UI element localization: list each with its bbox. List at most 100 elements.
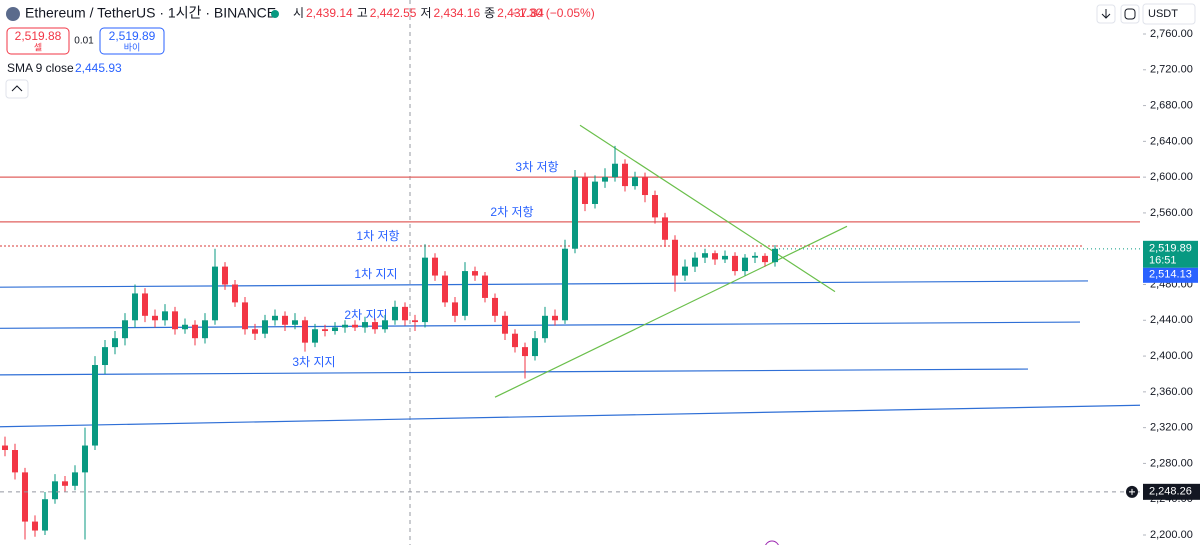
y-tick-label: 2,280.00 xyxy=(1150,457,1193,469)
candle-body xyxy=(302,320,308,343)
candle-body xyxy=(512,333,518,348)
y-tick-label: 2,760.00 xyxy=(1150,28,1193,40)
candle-body xyxy=(522,347,528,357)
candle-body xyxy=(582,177,588,204)
candle-body xyxy=(372,322,378,330)
candle-body xyxy=(162,311,168,321)
drawing-line xyxy=(0,280,1089,288)
buy-price[interactable]: 2,519.89 xyxy=(109,29,156,43)
candle-body xyxy=(492,297,498,316)
candle-body xyxy=(322,329,328,332)
buy-button[interactable] xyxy=(99,27,165,55)
candle-body xyxy=(432,257,438,276)
buy-label[interactable]: 바이 xyxy=(124,42,141,52)
indicator-name: SMA 9 close xyxy=(7,61,74,75)
average-price-label: 2,514.13 xyxy=(1149,269,1192,281)
candle-body xyxy=(222,266,228,285)
candle-body xyxy=(632,177,638,187)
candle-body xyxy=(142,293,148,316)
candle-body xyxy=(462,271,468,316)
collapse-button[interactable] xyxy=(5,79,29,99)
y-tick-label: 2,440.00 xyxy=(1150,314,1193,326)
crosshair-label: 2,248.26 xyxy=(1149,486,1192,498)
candle-body xyxy=(122,320,128,339)
y-tick-label: 2,600.00 xyxy=(1150,171,1193,183)
event-marker[interactable] xyxy=(765,540,779,545)
sell-price[interactable]: 2,519.88 xyxy=(15,29,62,43)
refresh-button[interactable] xyxy=(1120,4,1140,24)
sell-label[interactable]: 셀 xyxy=(34,42,42,52)
axis-group: 2,200.002,240.002,280.002,320.002,360.00… xyxy=(1126,28,1200,541)
candle-body xyxy=(592,181,598,204)
annotation: 2차 지지 xyxy=(344,308,387,322)
y-tick-label: 2,400.00 xyxy=(1150,350,1193,362)
crosshair-box xyxy=(1143,483,1200,500)
candle-body xyxy=(2,445,8,451)
symbol-title[interactable]: Ethereum / TetherUS · 1시간 · BINANCE xyxy=(25,5,276,21)
candle-body xyxy=(612,163,618,178)
indicator-value: 2,445.93 xyxy=(75,61,122,75)
sell-button[interactable] xyxy=(6,27,70,55)
collapse-icon xyxy=(11,85,23,92)
candle-body xyxy=(282,315,288,325)
candle-body xyxy=(362,322,368,328)
currency-button[interactable] xyxy=(1142,3,1196,25)
candle-body xyxy=(62,481,68,486)
candle-body xyxy=(342,324,348,328)
candle-body xyxy=(402,306,408,321)
annotation: 2차 저항 xyxy=(490,205,533,219)
currency[interactable]: USDT xyxy=(1148,8,1178,20)
candle-body xyxy=(52,481,58,500)
y-tick-label: 2,560.00 xyxy=(1150,207,1193,219)
candle-body xyxy=(572,177,578,249)
candle-body xyxy=(262,320,268,334)
crosshair-plus xyxy=(1129,488,1135,495)
candle-body xyxy=(552,315,558,321)
ohlc-label: 종 xyxy=(484,6,495,20)
candle-body xyxy=(412,320,418,323)
ohlc-label: 시 xyxy=(293,6,304,20)
candle-body xyxy=(442,275,448,303)
y-tick-label: 2,680.00 xyxy=(1150,99,1193,111)
candle-body xyxy=(332,327,338,332)
candle-body xyxy=(602,177,608,182)
y-tick-label: 2,360.00 xyxy=(1150,386,1193,398)
ohlc-value: 2,434.16 xyxy=(433,6,480,20)
download-icon xyxy=(1101,9,1111,19)
candle-body xyxy=(652,195,658,218)
ohlc-label: 저 xyxy=(420,6,431,20)
annotation: 3차 저항 xyxy=(515,160,558,174)
candle-body xyxy=(752,255,758,258)
candle-body xyxy=(732,255,738,272)
drawing-line xyxy=(494,225,848,398)
last-price-box xyxy=(1143,240,1198,268)
drawing-line xyxy=(0,321,1081,329)
candle-body xyxy=(712,253,718,260)
candle-body xyxy=(192,324,198,339)
candle-body xyxy=(22,472,28,522)
candle-body xyxy=(252,329,258,334)
candle-body xyxy=(762,255,768,263)
candle-body xyxy=(662,217,668,240)
candle-body xyxy=(82,445,88,473)
candle-body xyxy=(242,302,248,330)
candle-body xyxy=(622,163,628,187)
candle-body xyxy=(112,338,118,348)
ohlc-label: 고 xyxy=(357,6,368,20)
last-price-label: 2,519.89 xyxy=(1149,243,1192,255)
change: −1.30 (−0.05%) xyxy=(512,6,595,20)
candle-body xyxy=(172,311,178,330)
candle-body xyxy=(532,338,538,357)
candle-body xyxy=(132,293,138,321)
candle-body xyxy=(12,450,18,473)
candle-body xyxy=(92,365,98,446)
plot-area: 3차 저항 2차 저항 1차 저항 1차 지지 2차 지지 3차 지지 xyxy=(0,0,1143,545)
ohlc-legend: 시 2,439.14 고 2,442.55 저 2,434.16 종 2,437.84 xyxy=(293,6,544,20)
candle-body xyxy=(102,347,108,366)
candle-body xyxy=(42,499,48,531)
candle-body xyxy=(422,257,428,323)
average-price-box xyxy=(1143,267,1198,283)
candle-body xyxy=(502,315,508,334)
drawing-line xyxy=(579,124,836,293)
candle-body xyxy=(562,248,568,321)
